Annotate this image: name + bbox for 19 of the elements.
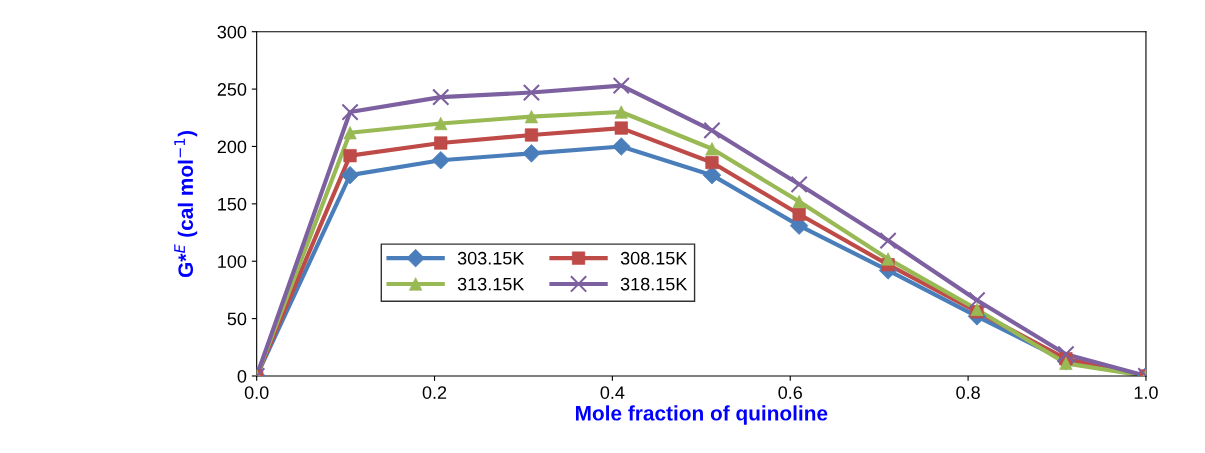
x-axis-title: Mole fraction of quinoline: [575, 405, 828, 425]
y-tick-label: 150: [218, 197, 247, 211]
legend-label: 308.15K: [620, 251, 688, 265]
y-tick-label: 300: [217, 25, 247, 39]
legend-label: 318.15K: [620, 277, 688, 291]
y-tick-label: 250: [217, 83, 247, 96]
y-axis-title: G*$^{E}$ (cal mol$^{−1}$): [174, 130, 198, 278]
y-tick-label: 100: [218, 255, 247, 268]
x-tick-label: 0.0: [244, 386, 269, 399]
x-tick-label: 1.0: [1134, 386, 1158, 399]
x-tick-label: 0.6: [778, 386, 802, 399]
y-tick-label: 50: [227, 312, 247, 326]
x-tick-label: 0.4: [600, 386, 625, 399]
legend-label: 313.15K: [457, 277, 525, 291]
legend-label: 303.15K: [457, 251, 525, 265]
x-tick-label: 0.8: [956, 386, 980, 399]
y-tick-label: 200: [217, 140, 247, 154]
y-tick-label: 0: [237, 369, 247, 383]
x-tick-label: 0.2: [422, 386, 447, 399]
